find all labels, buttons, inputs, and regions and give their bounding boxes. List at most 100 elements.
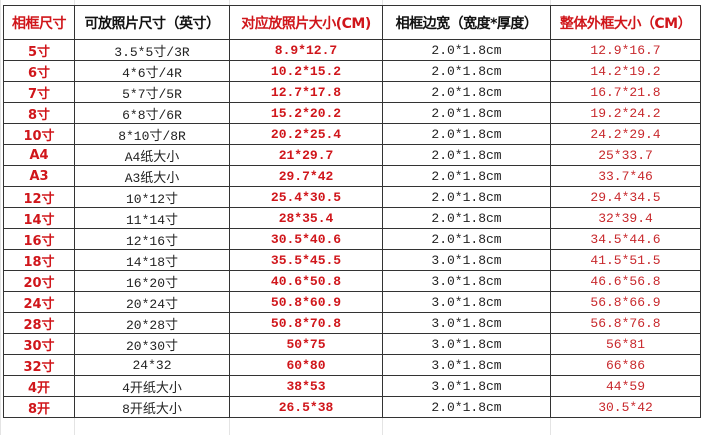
frame-size-cell: 24寸 (3, 291, 75, 313)
outer-size-cell: 56.8*66.9 (550, 291, 701, 313)
photo-cm-cell: 38*53 (229, 375, 383, 397)
frame-size-cell: 20寸 (3, 270, 75, 292)
frame-size-table: 相框尺寸 可放照片尺寸（英寸） 对应放照片大小(CM) 相框边宽（宽度*厚度） … (3, 5, 701, 418)
photo-inch-cell: 20*28寸 (74, 312, 230, 334)
border-width-cell: 2.0*1.8cm (382, 60, 551, 82)
header-outer-size: 整体外框大小（CM） (550, 5, 701, 40)
photo-cm-cell: 25.4*30.5 (229, 186, 383, 208)
table-row: 6寸 4*6寸/4R 10.2*15.2 2.0*1.8cm 14.2*19.2 (3, 60, 701, 82)
frame-size-cell: 30寸 (3, 333, 75, 355)
photo-cm-cell: 12.7*17.8 (229, 81, 383, 103)
outer-size-cell: 34.5*44.6 (550, 228, 701, 250)
photo-cm-cell: 50*75 (229, 333, 383, 355)
frame-size-cell: 4开 (3, 375, 75, 397)
table-row: 12寸 10*12寸 25.4*30.5 2.0*1.8cm 29.4*34.5 (3, 186, 701, 208)
table-row: 24寸 20*24寸 50.8*60.9 3.0*1.8cm 56.8*66.9 (3, 291, 701, 313)
frame-size-cell: 8开 (3, 396, 75, 418)
header-photo-inch: 可放照片尺寸（英寸） (74, 5, 230, 40)
table-row: 8开 8开纸大小 26.5*38 2.0*1.8cm 30.5*42 (3, 396, 701, 418)
photo-cm-cell: 50.8*60.9 (229, 291, 383, 313)
table-row: 8寸 6*8寸/6R 15.2*20.2 2.0*1.8cm 19.2*24.2 (3, 102, 701, 124)
frame-size-cell: 5寸 (3, 39, 75, 61)
header-row: 相框尺寸 可放照片尺寸（英寸） 对应放照片大小(CM) 相框边宽（宽度*厚度） … (3, 5, 701, 40)
table-row: A3 A3纸大小 29.7*42 2.0*1.8cm 33.7*46 (3, 165, 701, 187)
border-width-cell: 2.0*1.8cm (382, 123, 551, 145)
border-width-cell: 2.0*1.8cm (382, 186, 551, 208)
border-width-cell: 2.0*1.8cm (382, 81, 551, 103)
table-row: 30寸 20*30寸 50*75 3.0*1.8cm 56*81 (3, 333, 701, 355)
outer-size-cell: 19.2*24.2 (550, 102, 701, 124)
frame-size-cell: 28寸 (3, 312, 75, 334)
border-width-cell: 2.0*1.8cm (382, 228, 551, 250)
outer-size-cell: 30.5*42 (550, 396, 701, 418)
outer-size-cell: 14.2*19.2 (550, 60, 701, 82)
photo-inch-cell: 8开纸大小 (74, 396, 230, 418)
table-row: 28寸 20*28寸 50.8*70.8 3.0*1.8cm 56.8*76.8 (3, 312, 701, 334)
photo-inch-cell: 14*18寸 (74, 249, 230, 271)
border-width-cell: 3.0*1.8cm (382, 312, 551, 334)
table-row: 14寸 11*14寸 28*35.4 2.0*1.8cm 32*39.4 (3, 207, 701, 229)
table-row: A4 A4纸大小 21*29.7 2.0*1.8cm 25*33.7 (3, 144, 701, 166)
photo-cm-cell: 35.5*45.5 (229, 249, 383, 271)
border-width-cell: 2.0*1.8cm (382, 144, 551, 166)
outer-size-cell: 33.7*46 (550, 165, 701, 187)
photo-inch-cell: 3.5*5寸/3R (74, 39, 230, 61)
photo-cm-cell: 29.7*42 (229, 165, 383, 187)
outer-size-cell: 44*59 (550, 375, 701, 397)
photo-inch-cell: 4开纸大小 (74, 375, 230, 397)
table-row: 10寸 8*10寸/8R 20.2*25.4 2.0*1.8cm 24.2*29.4 (3, 123, 701, 145)
outer-size-cell: 16.7*21.8 (550, 81, 701, 103)
photo-cm-cell: 60*80 (229, 354, 383, 376)
header-border-width: 相框边宽（宽度*厚度） (382, 5, 551, 40)
frame-size-cell: 10寸 (3, 123, 75, 145)
photo-inch-cell: 20*24寸 (74, 291, 230, 313)
photo-inch-cell: 24*32 (74, 354, 230, 376)
frame-size-cell: 32寸 (3, 354, 75, 376)
border-width-cell: 3.0*1.8cm (382, 354, 551, 376)
border-width-cell: 2.0*1.8cm (382, 207, 551, 229)
border-width-cell: 2.0*1.8cm (382, 102, 551, 124)
border-width-cell: 3.0*1.8cm (382, 333, 551, 355)
border-width-cell: 2.0*1.8cm (382, 39, 551, 61)
outer-size-cell: 29.4*34.5 (550, 186, 701, 208)
frame-size-cell: 16寸 (3, 228, 75, 250)
frame-size-cell: 18寸 (3, 249, 75, 271)
photo-inch-cell: 5*7寸/5R (74, 81, 230, 103)
table-row: 7寸 5*7寸/5R 12.7*17.8 2.0*1.8cm 16.7*21.8 (3, 81, 701, 103)
border-width-cell: 2.0*1.8cm (382, 165, 551, 187)
table-row: 20寸 16*20寸 40.6*50.8 3.0*1.8cm 46.6*56.8 (3, 270, 701, 292)
photo-inch-cell: A3纸大小 (74, 165, 230, 187)
table-row: 18寸 14*18寸 35.5*45.5 3.0*1.8cm 41.5*51.5 (3, 249, 701, 271)
photo-inch-cell: 8*10寸/8R (74, 123, 230, 145)
frame-size-cell: A3 (3, 165, 75, 187)
photo-inch-cell: 11*14寸 (74, 207, 230, 229)
border-width-cell: 3.0*1.8cm (382, 249, 551, 271)
table-row: 32寸 24*32 60*80 3.0*1.8cm 66*86 (3, 354, 701, 376)
photo-cm-cell: 15.2*20.2 (229, 102, 383, 124)
outer-size-cell: 56.8*76.8 (550, 312, 701, 334)
photo-inch-cell: 12*16寸 (74, 228, 230, 250)
table-row: 5寸 3.5*5寸/3R 8.9*12.7 2.0*1.8cm 12.9*16.7 (3, 39, 701, 61)
photo-cm-cell: 20.2*25.4 (229, 123, 383, 145)
photo-cm-cell: 30.5*40.6 (229, 228, 383, 250)
photo-inch-cell: 10*12寸 (74, 186, 230, 208)
outer-size-cell: 32*39.4 (550, 207, 701, 229)
frame-size-cell: 7寸 (3, 81, 75, 103)
frame-size-cell: 8寸 (3, 102, 75, 124)
outer-size-cell: 12.9*16.7 (550, 39, 701, 61)
photo-cm-cell: 10.2*15.2 (229, 60, 383, 82)
photo-inch-cell: 20*30寸 (74, 333, 230, 355)
photo-inch-cell: 6*8寸/6R (74, 102, 230, 124)
photo-cm-cell: 21*29.7 (229, 144, 383, 166)
outer-size-cell: 41.5*51.5 (550, 249, 701, 271)
frame-size-cell: 12寸 (3, 186, 75, 208)
header-frame-size: 相框尺寸 (3, 5, 75, 40)
photo-cm-cell: 40.6*50.8 (229, 270, 383, 292)
table-row: 16寸 12*16寸 30.5*40.6 2.0*1.8cm 34.5*44.6 (3, 228, 701, 250)
photo-cm-cell: 28*35.4 (229, 207, 383, 229)
outer-size-cell: 46.6*56.8 (550, 270, 701, 292)
photo-cm-cell: 50.8*70.8 (229, 312, 383, 334)
table-row: 4开 4开纸大小 38*53 3.0*1.8cm 44*59 (3, 375, 701, 397)
photo-inch-cell: A4纸大小 (74, 144, 230, 166)
border-width-cell: 3.0*1.8cm (382, 270, 551, 292)
